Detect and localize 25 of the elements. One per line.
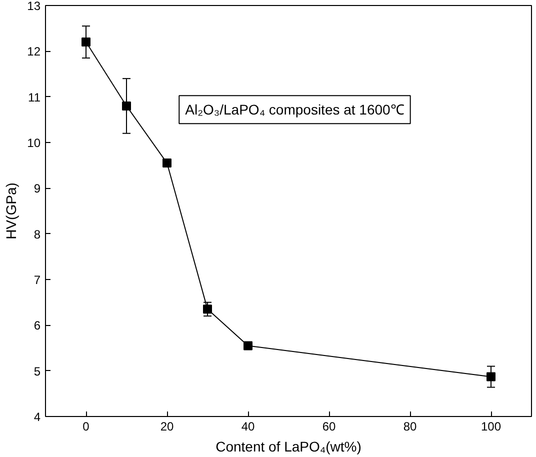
x-tick-label: 100 [480,420,502,434]
y-tick-label: 13 [27,0,41,13]
x-tick-label: 20 [160,420,174,434]
y-tick-label: 12 [27,44,41,59]
point [122,101,131,110]
point [203,304,212,314]
point [162,158,172,168]
point [244,341,252,350]
y-axis-title: HV(GPa) [3,182,20,240]
y-tick-label: 11 [28,90,41,104]
x-tick-label: 40 [241,420,255,434]
annotation: Al₂O₃/LaPO₄ composites at 1600℃ [185,102,404,118]
x-tick-label: 80 [403,420,417,434]
point [82,38,90,47]
y-tick-label: 6 [34,318,41,333]
point [486,372,496,382]
x-tick-label: 60 [322,420,336,434]
y-tick-label: 10 [27,136,41,150]
y-tick-label: 7 [34,273,41,287]
y-tick-label: 9 [34,182,41,196]
y-tick-label: 5 [34,364,41,378]
y-tick-label: 4 [34,410,41,424]
x-tick-label: 0 [82,420,90,434]
y-tick-label: 8 [34,227,41,242]
x-axis-title: Content of LaPO₄(wt%) [216,438,362,454]
